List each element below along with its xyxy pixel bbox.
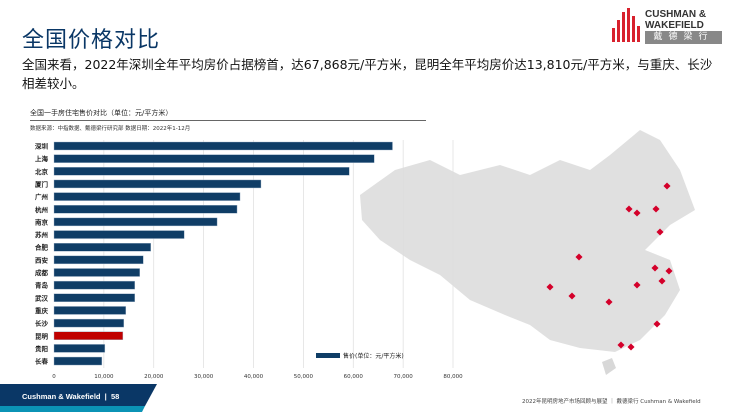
y-tick-label: 重庆 <box>35 306 49 315</box>
chart-source: 数据来源：中指数据、戴德梁行研究部 数据日期：2022年1-12月 <box>30 126 191 132</box>
chart-legend: 售价(单位：元/平方米) <box>316 351 404 360</box>
logo-line2: WAKEFIELD <box>645 20 704 31</box>
x-tick-label: 0 <box>52 374 56 380</box>
city-marker-icon <box>605 298 613 306</box>
city-marker-icon <box>568 292 576 300</box>
y-tick-label: 南京 <box>35 217 49 226</box>
x-tick-label: 40,000 <box>244 374 264 380</box>
bar-杭州 <box>53 205 238 214</box>
bar-成都 <box>53 268 140 277</box>
chart-title: 全国一手房住宅售价对比（单位：元/平方米） <box>30 109 173 117</box>
y-tick-label: 昆明 <box>35 331 49 340</box>
bar-chart: 0 10,000 20,000 30,000 40,000 50,000 60,000 70,… <box>34 140 463 380</box>
bar-厦门 <box>53 179 262 189</box>
y-tick-label: 深圳 <box>35 142 49 151</box>
page-title: 全国价格对比 <box>22 28 161 53</box>
bar-青岛 <box>53 280 135 290</box>
page-subtitle: 全国来看，2022年深圳全年平均房价占据榜首，达67,868元/平方米，昆明全年… <box>22 57 713 91</box>
city-marker-icon <box>658 277 666 285</box>
hainan-island <box>602 358 616 375</box>
company-logo: CUSHMAN & WAKEFIELD 戴德梁行 <box>612 6 722 48</box>
bar-重庆 <box>53 306 127 315</box>
bar-上海 <box>53 154 375 163</box>
bar-深圳 <box>53 141 393 151</box>
city-marker-icon <box>625 205 633 213</box>
city-marker-icon <box>633 281 641 289</box>
city-marker-icon <box>663 182 671 190</box>
y-tick-label: 成都 <box>35 268 49 277</box>
logo-line1: CUSHMAN & <box>645 9 707 20</box>
city-marker-icon <box>617 341 625 349</box>
city-marker-icon <box>656 228 664 236</box>
y-tick-label: 杭州 <box>35 205 48 214</box>
legend-swatch <box>316 353 340 358</box>
city-marker-icon <box>652 205 660 213</box>
bar-南京 <box>53 217 218 227</box>
footer-brand: Cushman & Wakefield <box>22 392 101 401</box>
y-tick-label: 青岛 <box>35 281 49 290</box>
city-marker-icon <box>651 264 659 272</box>
chart-title-divider <box>30 120 426 121</box>
china-map <box>360 130 695 375</box>
city-marker-icon <box>575 253 583 261</box>
x-tick-label: 50,000 <box>294 374 314 380</box>
y-tick-label: 上海 <box>35 154 49 163</box>
bar-苏州 <box>53 230 185 239</box>
bar-西安 <box>53 255 144 265</box>
logo-cn: 戴德梁行 <box>645 31 722 44</box>
y-tick-label: 广州 <box>35 192 48 201</box>
legend-label: 售价(单位：元/平方米) <box>343 353 404 360</box>
y-tick-label: 武汉 <box>35 293 49 302</box>
china-map-shape <box>360 130 695 352</box>
x-tick-label: 60,000 <box>344 374 364 380</box>
bar-广州 <box>53 192 241 201</box>
y-tick-label: 长沙 <box>35 319 49 328</box>
city-marker-icon <box>665 267 673 275</box>
city-marker-icon <box>633 209 641 217</box>
bar-合肥 <box>53 242 151 252</box>
x-tick-label: 70,000 <box>394 374 414 380</box>
footer-band <box>0 384 157 412</box>
building-logo-icon <box>612 8 640 42</box>
y-tick-label: 合肥 <box>34 243 49 252</box>
bar-长春 <box>53 356 103 366</box>
bar-昆明 <box>53 331 124 340</box>
y-tick-label: 厦门 <box>35 179 49 188</box>
footer-note: 2022年昆明房地产市场回顾与展望 ｜ 戴德梁行 Cushman & Wakef… <box>522 399 701 405</box>
bar-贵阳 <box>53 344 106 353</box>
y-tick-label: 西安 <box>35 255 49 264</box>
y-tick-label: 苏州 <box>35 230 48 239</box>
bar-武汉 <box>53 293 135 302</box>
x-tick-label: 80,000 <box>443 374 463 380</box>
y-tick-label: 长春 <box>35 357 49 366</box>
x-tick-label: 10,000 <box>94 374 114 380</box>
footer-brand-block: Cushman & Wakefield | 58 <box>22 392 120 401</box>
page-number: 58 <box>110 392 120 401</box>
city-marker-icon <box>653 320 661 328</box>
y-tick-label: 贵阳 <box>35 344 49 353</box>
city-marker-icon <box>627 343 635 351</box>
bar-长沙 <box>53 318 125 328</box>
bar-北京 <box>53 167 350 176</box>
x-tick-label: 30,000 <box>194 374 214 380</box>
x-tick-label: 20,000 <box>144 374 164 380</box>
y-tick-label: 北京 <box>35 167 49 176</box>
city-marker-icon <box>546 283 554 291</box>
